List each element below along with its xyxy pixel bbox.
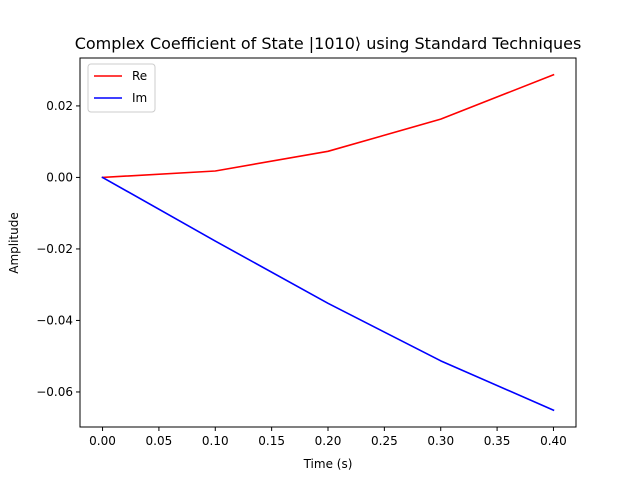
chart-title: Complex Coefficient of State |1010⟩ usin… <box>75 34 582 53</box>
legend: Re Im <box>88 64 155 112</box>
legend-label-re: Re <box>132 69 147 83</box>
x-tick-label: 0.25 <box>371 434 398 448</box>
x-axis-label: Time (s) <box>303 457 353 471</box>
x-axis-ticks: 0.00 0.05 0.10 0.15 0.20 0.25 0.30 0.35 0.40 <box>89 427 567 448</box>
plot-frame <box>80 58 576 427</box>
y-tick-label: −0.04 <box>36 313 73 327</box>
y-tick-label: −0.06 <box>36 385 73 399</box>
y-axis-ticks: −0.06 −0.04 −0.02 0.00 0.02 <box>36 99 80 399</box>
y-axis-label: Amplitude <box>7 212 21 274</box>
y-tick-label: −0.02 <box>36 242 73 256</box>
y-tick-label: 0.00 <box>46 170 73 184</box>
x-tick-label: 0.15 <box>258 434 285 448</box>
x-tick-label: 0.35 <box>484 434 511 448</box>
x-tick-label: 0.10 <box>202 434 229 448</box>
x-tick-label: 0.40 <box>540 434 567 448</box>
x-tick-label: 0.20 <box>315 434 342 448</box>
series-layer <box>103 75 554 410</box>
series-line-re <box>103 75 554 178</box>
legend-label-im: Im <box>132 91 147 105</box>
series-line-im <box>103 177 554 410</box>
x-tick-label: 0.30 <box>427 434 454 448</box>
x-tick-label: 0.00 <box>89 434 116 448</box>
x-tick-label: 0.05 <box>146 434 173 448</box>
y-tick-label: 0.02 <box>46 99 73 113</box>
